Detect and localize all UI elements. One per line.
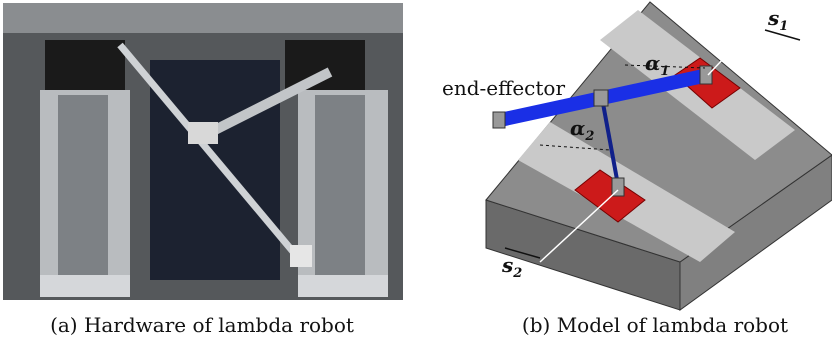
robot-model: [486, 2, 832, 310]
hardware-photo: [3, 3, 403, 300]
figure: (a) Hardware of lambda robot end-effecto…: [0, 0, 832, 345]
label-part: α: [570, 116, 585, 140]
caption: (b) Model of lambda robot: [522, 313, 788, 337]
end-effector-label: end-effector: [442, 76, 565, 100]
caption: (a) Hardware of lambda robot: [50, 313, 354, 337]
s1-label: s1: [767, 6, 788, 34]
label-part: 1: [779, 19, 788, 34]
label-part: s: [767, 6, 779, 30]
label-part: s: [501, 253, 513, 277]
label-part: 2: [584, 129, 594, 144]
label-part: 1: [660, 64, 669, 79]
label-part: 2: [512, 266, 522, 281]
label-part: α: [645, 51, 660, 75]
